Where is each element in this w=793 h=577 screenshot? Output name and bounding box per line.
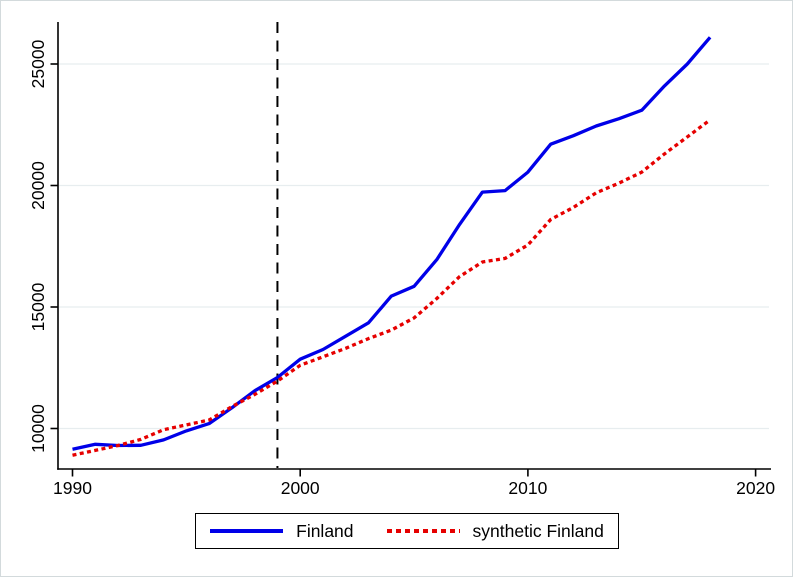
- axes: [50, 22, 771, 477]
- x-tick-label-2010: 2010: [508, 478, 547, 498]
- data-series: [72, 36, 712, 457]
- synthetic-finland-label: synthetic Finland: [472, 520, 604, 541]
- y-tick-label-10000: 10000: [28, 404, 48, 453]
- tick-labels: 10000 15000 20000 25000 1990 2000 2010 2020: [28, 39, 775, 498]
- series-line-0: [72, 36, 712, 451]
- finland-label: Finland: [296, 520, 354, 541]
- gridlines: [59, 63, 769, 430]
- y-tick-label-25000: 25000: [28, 39, 48, 88]
- x-tick-label-2000: 2000: [281, 478, 320, 498]
- synthetic-finland-line-sample: [386, 529, 460, 533]
- x-tick-label-1990: 1990: [53, 478, 92, 498]
- legend-item-synthetic-finland: synthetic Finland: [386, 520, 604, 542]
- y-tick-label-15000: 15000: [28, 282, 48, 331]
- x-tick-label-2020: 2020: [736, 478, 775, 498]
- legend: Finland synthetic Finland: [195, 513, 619, 549]
- y-tick-label-20000: 20000: [28, 161, 48, 210]
- legend-item-finland: Finland: [210, 520, 354, 542]
- series-line-1: [72, 118, 712, 457]
- finland-line-sample: [210, 529, 284, 533]
